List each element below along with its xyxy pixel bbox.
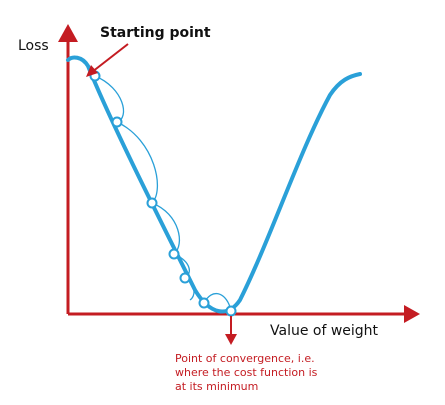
starting-point-label: Starting point [100, 25, 211, 41]
convergence-note-line-3: at its minimum [175, 380, 259, 393]
step-arc-2 [116, 121, 159, 204]
step-point [198, 297, 210, 309]
y-axis-label: Loss [18, 38, 49, 54]
loss-curve [66, 55, 362, 314]
x-axis-label: Value of weight [270, 323, 379, 339]
y-axis-arrowhead [58, 24, 78, 42]
x-axis-arrowhead [404, 305, 420, 323]
step-point [111, 116, 123, 128]
step-point [146, 197, 158, 209]
convergence-note-line-1: Point of convergence, i.e. [175, 352, 315, 365]
convergence-note-line-2: where the cost function is [175, 366, 318, 379]
step-point [179, 272, 191, 284]
step-point [168, 248, 180, 260]
convergence-point [225, 305, 237, 317]
convergence-pointer-arrowhead [225, 334, 237, 345]
convergence-note: Point of convergence, i.e. where the cos… [175, 352, 395, 394]
start-pointer-arrow [91, 43, 129, 73]
start-pointer-arrowhead [86, 65, 98, 77]
